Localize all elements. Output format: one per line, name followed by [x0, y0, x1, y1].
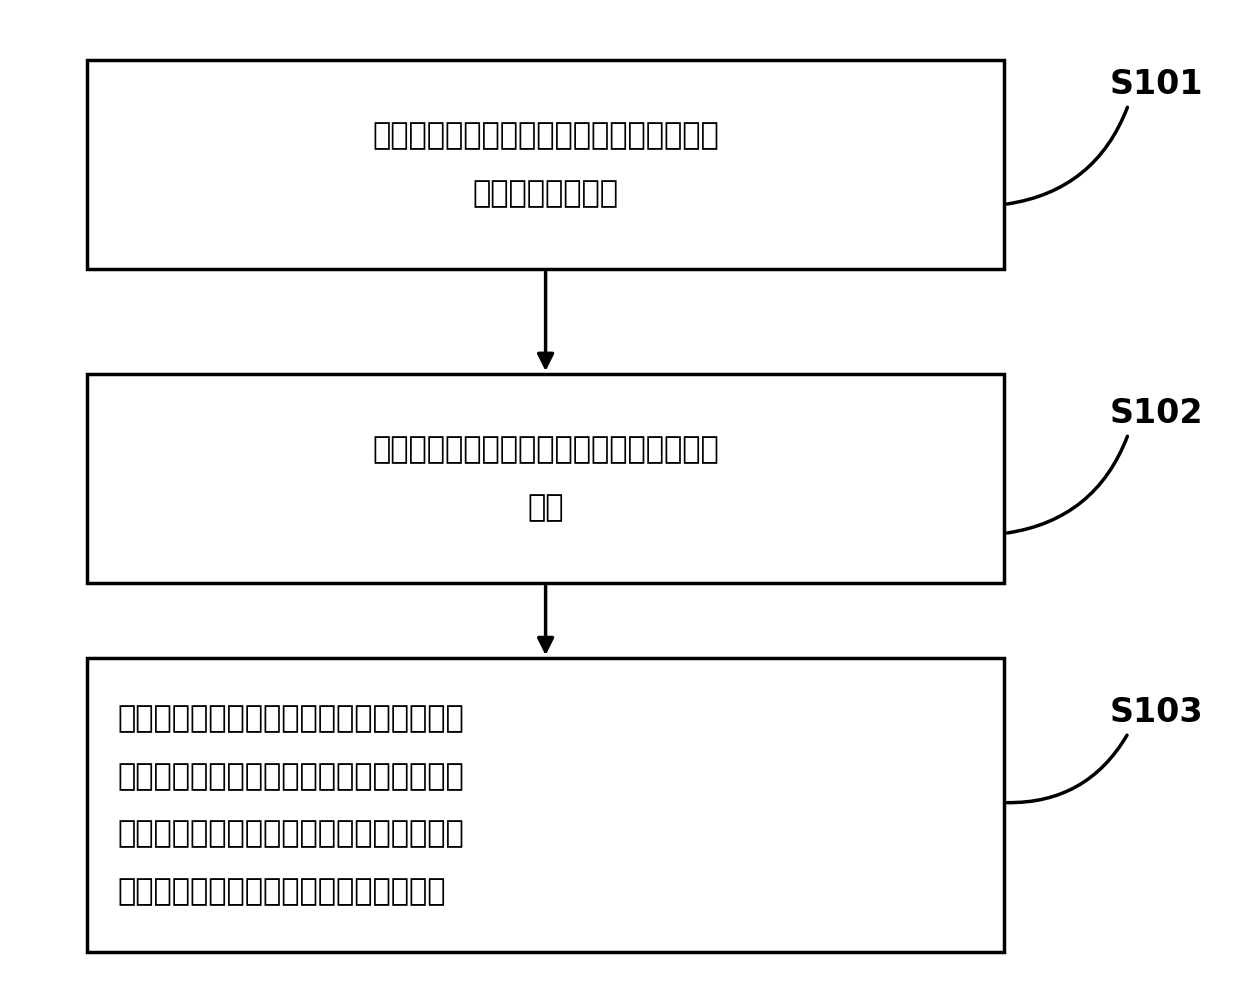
- Text: S102: S102: [1110, 397, 1203, 431]
- Text: 确定主要节点电压与子配电区功率的灵敏度: 确定主要节点电压与子配电区功率的灵敏度: [372, 435, 719, 465]
- Text: 布式电源的配电网进行分层分区电压控制: 布式电源的配电网进行分层分区电压控制: [118, 877, 446, 906]
- Text: 确定主要节点电压允许区间，并根据主要节: 确定主要节点电压允许区间，并根据主要节: [118, 704, 465, 733]
- Bar: [87, 658, 1004, 952]
- Text: 电区选取主要节点: 电区选取主要节点: [472, 178, 619, 208]
- Bar: [87, 60, 1004, 269]
- Text: S103: S103: [1110, 696, 1204, 730]
- Text: S101: S101: [1110, 68, 1203, 102]
- Text: 点电压、主要节点电压允许区间以及主要节: 点电压、主要节点电压允许区间以及主要节: [118, 762, 465, 791]
- Text: 对配电网进行层级和区域划分，并根据子配: 对配电网进行层级和区域划分，并根据子配: [372, 121, 719, 151]
- Text: 点电压与子配电区功率的灵敏度矩阵对含分: 点电压与子配电区功率的灵敏度矩阵对含分: [118, 820, 465, 848]
- Bar: [87, 374, 1004, 583]
- Text: 矩阵: 矩阵: [527, 493, 564, 522]
